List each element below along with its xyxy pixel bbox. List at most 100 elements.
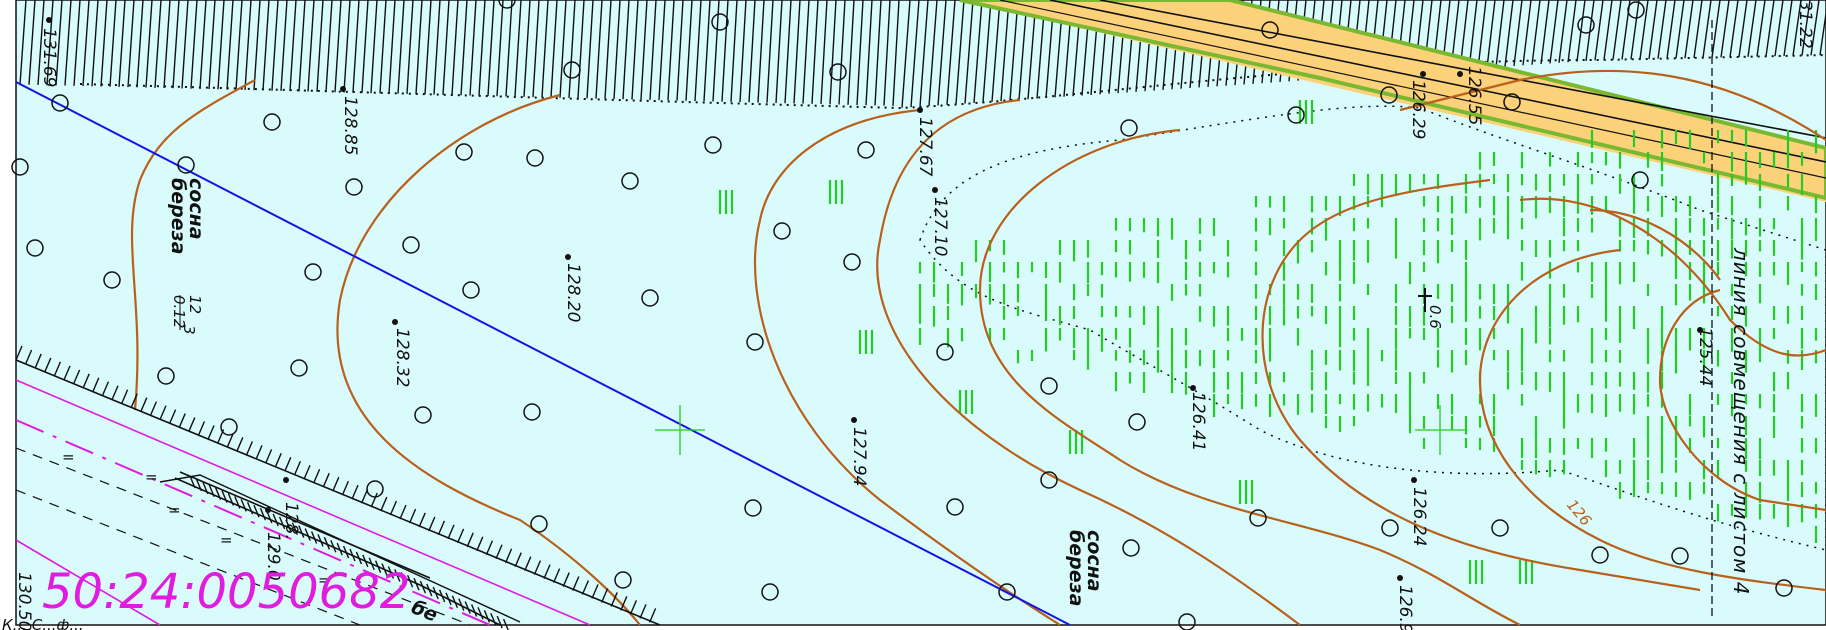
elev-127-94: 127.94: [849, 427, 869, 486]
contour-lines: [130, 69, 1826, 626]
hachure: [1729, 0, 1739, 58]
hachure: [207, 425, 215, 440]
hachure: [370, 0, 378, 94]
hachure: [1495, 0, 1505, 68]
hachure: [136, 0, 144, 88]
hachure: [973, 0, 983, 103]
hachure: [399, 504, 407, 520]
hachure: [298, 525, 305, 538]
meadow-circle: [936, 343, 954, 361]
hachure: [64, 0, 72, 86]
meadow-circle: [1775, 579, 1793, 597]
hachure: [1801, 0, 1811, 56]
survey-point: [46, 17, 52, 23]
hachure: [1603, 0, 1613, 61]
hachure: [140, 397, 148, 412]
hachure: [259, 507, 267, 521]
hachure: [667, 0, 675, 101]
hachure: [388, 0, 396, 94]
hachure: [190, 0, 198, 89]
hachure: [562, 572, 570, 587]
hachure: [613, 0, 621, 100]
hachure: [442, 0, 450, 95]
hachure: [271, 0, 279, 91]
hachure: [1009, 0, 1019, 101]
meadow-circle: [414, 406, 432, 424]
hachure: [262, 0, 270, 91]
hachure: [172, 0, 180, 89]
hachure: [244, 0, 252, 91]
meadow-circle: [946, 498, 964, 516]
hachure: [63, 365, 71, 381]
survey-point: [932, 187, 938, 193]
grid-crosses: [655, 405, 1465, 455]
meadow-circle: [1040, 377, 1058, 395]
svg-text:сосна: сосна: [185, 178, 207, 240]
hachure: [470, 604, 478, 617]
hachure: [245, 441, 254, 456]
lower-embankment: = = = = =: [15, 345, 661, 630]
hachure: [111, 385, 119, 401]
hachure: [1648, 0, 1658, 60]
hachure: [406, 0, 414, 94]
hachure: [1612, 0, 1622, 60]
hachure: [712, 0, 720, 102]
hachure: [285, 519, 292, 533]
hachure: [532, 0, 540, 98]
hachure: [154, 0, 162, 88]
hachure: [307, 0, 315, 92]
hachure: [304, 528, 311, 541]
meadow-circle: [829, 63, 847, 81]
elev-126-24: 126.24: [1409, 487, 1429, 546]
hachure: [236, 437, 244, 452]
hachure: [523, 0, 531, 97]
hachure: [298, 0, 306, 92]
hachure: [370, 492, 378, 508]
hachure: [1567, 0, 1577, 63]
hachure: [1558, 0, 1568, 63]
hachure: [477, 607, 484, 620]
hachure: [620, 596, 628, 611]
hachure: [730, 0, 738, 102]
meadow-circle: [402, 236, 420, 254]
hachure: [293, 460, 302, 476]
hachure: [568, 0, 576, 98]
hachure: [226, 433, 234, 448]
hachure: [163, 0, 171, 89]
hachure: [284, 457, 292, 472]
hachure: [37, 0, 45, 85]
hachure: [361, 0, 369, 93]
road-equals-4: =: [220, 531, 233, 549]
elev-127-10: 127.10: [930, 197, 950, 256]
hachure: [1774, 0, 1784, 57]
meadow-circle: [177, 156, 195, 174]
survey-point: [917, 107, 923, 113]
hachure: [310, 531, 318, 544]
hachure: [1540, 0, 1550, 65]
hachure: [235, 0, 243, 90]
hachure: [330, 539, 337, 553]
svg-text:3: 3: [180, 325, 198, 335]
hachure: [483, 610, 491, 623]
hachure: [676, 0, 684, 101]
hachure: [397, 0, 405, 94]
boundary-line: [15, 81, 1071, 626]
hachure: [629, 600, 638, 615]
elev-126-9: 126.9: [1395, 585, 1415, 630]
meadow-circle: [1122, 539, 1140, 557]
elev-127-67: 127.67: [915, 117, 935, 177]
hachure: [550, 0, 558, 98]
hachure: [496, 0, 504, 97]
hachure: [703, 0, 711, 102]
hachure: [1792, 0, 1802, 56]
hachure: [1000, 0, 1010, 102]
meadow-circle: [1591, 546, 1609, 564]
hachure: [487, 0, 495, 96]
hachure: [631, 0, 639, 100]
hachure: [610, 592, 618, 607]
hachure: [168, 409, 177, 424]
road-equals-3: =: [168, 501, 181, 519]
hachure: [919, 0, 929, 107]
hachure: [793, 0, 801, 104]
